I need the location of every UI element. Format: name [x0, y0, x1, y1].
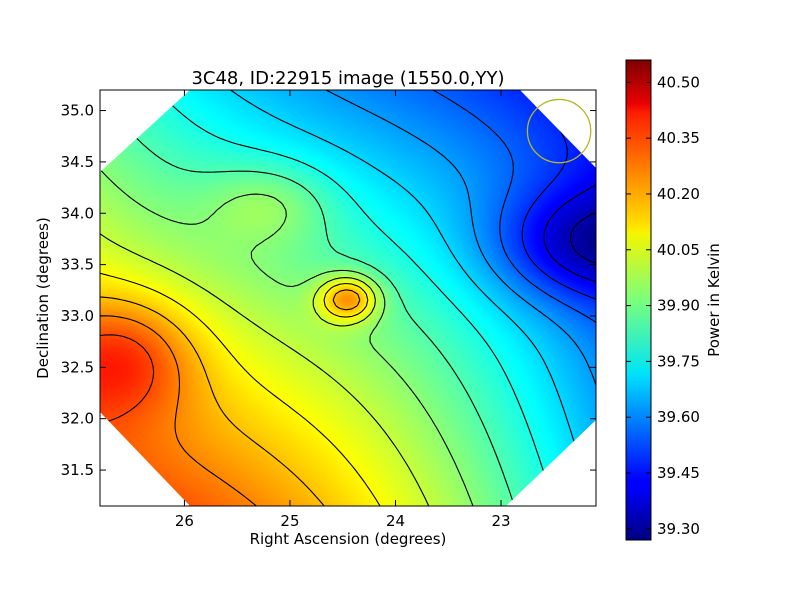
contour-line	[100, 289, 361, 506]
x-axis-label: Right Ascension (degrees)	[250, 530, 447, 548]
y-tick-label: 33.0	[61, 307, 94, 325]
colorbar-tick-label: 39.30	[657, 520, 700, 538]
contour-line	[100, 272, 383, 506]
y-tick-label: 35.0	[61, 102, 94, 120]
heatmap-image	[100, 90, 596, 506]
contour-line	[432, 90, 596, 325]
y-axis-ticks: 35.0 34.5 34.0 33.5 33.0 32.5 32.0 31.5	[61, 102, 596, 479]
colorbar-tick-label: 40.35	[657, 129, 700, 147]
y-tick-label: 32.5	[61, 358, 94, 376]
y-tick-label: 33.5	[61, 256, 94, 274]
x-tick-label: 24	[386, 512, 405, 530]
y-tick-label: 31.5	[61, 461, 94, 479]
x-tick-label: 25	[280, 512, 299, 530]
colorbar-frame	[625, 59, 652, 541]
colorbar-tick-label: 40.50	[657, 73, 700, 91]
colorbar	[626, 60, 651, 540]
colorbar-tick-label: 39.75	[657, 352, 700, 370]
colorbar-tick-label: 39.90	[657, 297, 700, 315]
y-tick-label: 32.0	[61, 410, 94, 428]
y-axis-label: Declination (degrees)	[34, 217, 52, 379]
contour-lines	[100, 90, 596, 506]
colorbar-tick-label: 40.05	[657, 241, 700, 259]
colorbar-tick-label: 40.20	[657, 185, 700, 203]
colorbar-ticks: 40.50 40.35 40.20 40.05 39.90 39.75 39.60 39.45…	[626, 73, 700, 538]
plot-frame	[99, 89, 597, 507]
contour-line	[100, 169, 476, 506]
x-tick-label: 26	[175, 512, 194, 530]
colorbar-label: Power in Kelvin	[705, 243, 723, 357]
chart-title: 3C48, ID:22915 image (1550.0,YY)	[191, 68, 504, 89]
y-tick-label: 34.5	[61, 153, 94, 171]
beam-circle	[526, 98, 592, 164]
x-axis-ticks: 26 25 24 23	[175, 90, 511, 530]
x-tick-label: 23	[491, 512, 510, 530]
colorbar-tick-label: 39.45	[657, 464, 700, 482]
colorbar-tick-label: 39.60	[657, 408, 700, 426]
y-tick-label: 34.0	[61, 204, 94, 222]
